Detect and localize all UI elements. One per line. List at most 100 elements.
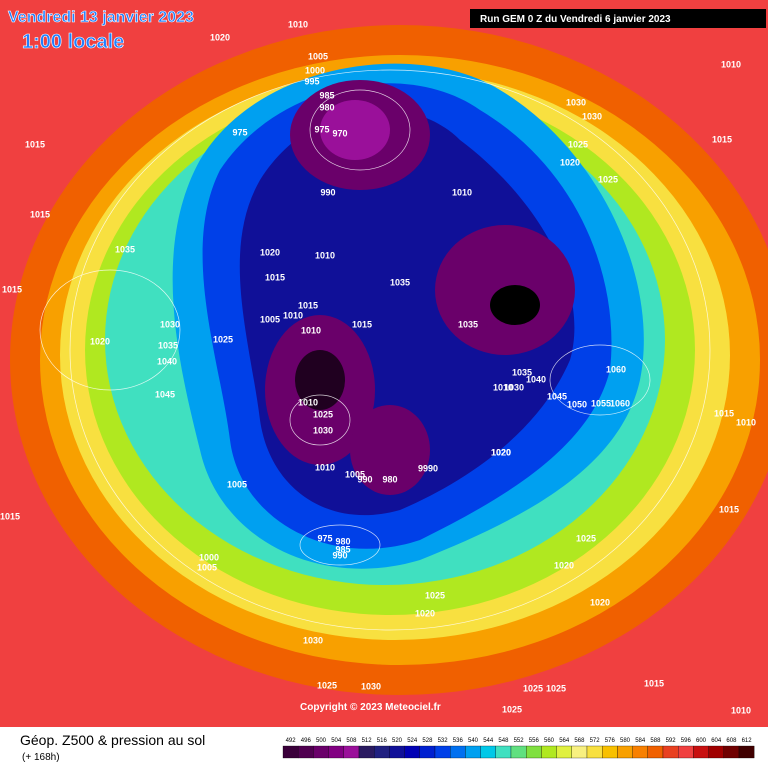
scale-label: 576 <box>605 738 616 744</box>
isobar-label: 1020 <box>590 597 610 607</box>
isobar-label: 970 <box>332 128 347 138</box>
isobar-label: 1000 <box>305 65 325 75</box>
scale-label: 500 <box>316 738 327 744</box>
isobar-label: 1010 <box>298 397 318 407</box>
scale-swatch <box>374 745 390 759</box>
isobar-label: 1025 <box>317 680 337 690</box>
isobar-label: 980 <box>335 536 350 546</box>
isobar-label: 1060 <box>610 398 630 408</box>
isobar-label: 1010 <box>288 19 308 29</box>
isobar-label: 1025 <box>425 590 445 600</box>
isobar-label: 1025 <box>213 334 233 344</box>
isobar-label: 985 <box>335 544 350 554</box>
scale-label: 564 <box>559 738 570 744</box>
isobar-label: 975 <box>317 533 332 543</box>
scale-label: 532 <box>438 738 449 744</box>
scale-label: 560 <box>544 738 555 744</box>
isobar-label: 1020 <box>491 447 511 457</box>
isobar-label: 1010 <box>315 462 335 472</box>
isobar-label: 1005 <box>260 314 280 324</box>
scale-label: 524 <box>407 738 418 744</box>
scale-swatch <box>556 745 572 759</box>
isobar <box>309 89 411 171</box>
isobar-label: 1010 <box>315 250 335 260</box>
isobar-label: 990 <box>332 550 347 560</box>
scale-swatch <box>450 745 466 759</box>
scale-swatch <box>343 745 360 759</box>
scale-label: 604 <box>711 738 722 744</box>
isobar-label: 1025 <box>502 704 522 714</box>
isobar-label: 1050 <box>567 399 587 409</box>
isobar-label: 1030 <box>566 97 586 107</box>
scale-swatch <box>571 745 588 759</box>
isobar-label: 1015 <box>712 134 732 144</box>
isobar-label: 1060 <box>606 364 626 374</box>
scale-label: 596 <box>681 738 692 744</box>
isobar <box>289 394 351 446</box>
isobar-label: 1030 <box>160 319 180 329</box>
isobar-label: 1020 <box>560 157 580 167</box>
isobar-label: 9990 <box>418 463 438 473</box>
scale-label: 572 <box>590 738 601 744</box>
isobar <box>549 344 651 416</box>
isobar-label: 1040 <box>526 374 546 384</box>
scale-swatch <box>419 745 436 759</box>
scale-label: 608 <box>726 738 737 744</box>
scale-swatch <box>282 745 299 759</box>
copyright: Copyright © 2023 Meteociel.fr <box>300 702 441 713</box>
scale-label: 536 <box>453 738 464 744</box>
scale-swatch <box>480 745 496 759</box>
isobar-label: 1020 <box>90 336 110 346</box>
isobar-label: 1010 <box>721 59 741 69</box>
scale-label: 600 <box>696 738 707 744</box>
isobar-label: 1030 <box>504 382 524 392</box>
isobar-label: 1035 <box>158 340 178 350</box>
isobar-label: 1015 <box>714 408 734 418</box>
isobar-label: 1015 <box>0 511 20 521</box>
scale-label: 496 <box>301 738 312 744</box>
isobar-label: 975 <box>232 127 247 137</box>
isobar-label: 980 <box>382 474 397 484</box>
isobar-label: 1025 <box>313 409 333 419</box>
scale-swatch <box>632 745 648 759</box>
low-core <box>490 285 540 325</box>
scale-label: 612 <box>742 738 753 744</box>
isobar-label: 1025 <box>546 683 566 693</box>
isobar-label: 1010 <box>731 705 751 715</box>
run-box <box>470 9 766 28</box>
scale-label: 528 <box>422 738 433 744</box>
scale-label: 540 <box>468 738 479 744</box>
isobar <box>39 269 181 391</box>
scale-swatch <box>495 745 512 759</box>
scale-label: 508 <box>346 738 357 744</box>
isobar-label: 990 <box>357 474 372 484</box>
scale-swatch <box>708 745 724 759</box>
isobar-label: 1035 <box>458 319 478 329</box>
low <box>350 405 430 495</box>
isobar-label: 980 <box>319 102 334 112</box>
isobar-label: 990 <box>320 187 335 197</box>
isobar-label: 1015 <box>719 504 739 514</box>
scale-swatch <box>602 745 618 759</box>
scale-swatch <box>328 745 344 759</box>
scale-swatch <box>404 745 420 759</box>
footer-title: Géop. Z500 & pression au sol <box>20 732 205 748</box>
scale-swatch <box>693 745 709 759</box>
isobar-label: 1005 <box>197 562 217 572</box>
scale-swatch <box>526 745 542 759</box>
isobar-label: 1045 <box>547 391 567 401</box>
scale-swatch <box>510 745 527 759</box>
scale-swatch <box>389 745 405 759</box>
isobar-label: 975 <box>314 124 329 134</box>
scale-swatch <box>298 745 314 759</box>
scale-swatch <box>678 745 694 759</box>
isobar-label: 1015 <box>2 284 22 294</box>
scale-label: 520 <box>392 738 403 744</box>
isobar-label: 1020 <box>210 32 230 42</box>
isobar-label: 1030 <box>313 425 333 435</box>
isobar-label: 1035 <box>390 277 410 287</box>
isobar-label: 1005 <box>308 51 328 61</box>
scale-swatch <box>541 745 557 759</box>
isobar-label: 1020 <box>415 608 435 618</box>
